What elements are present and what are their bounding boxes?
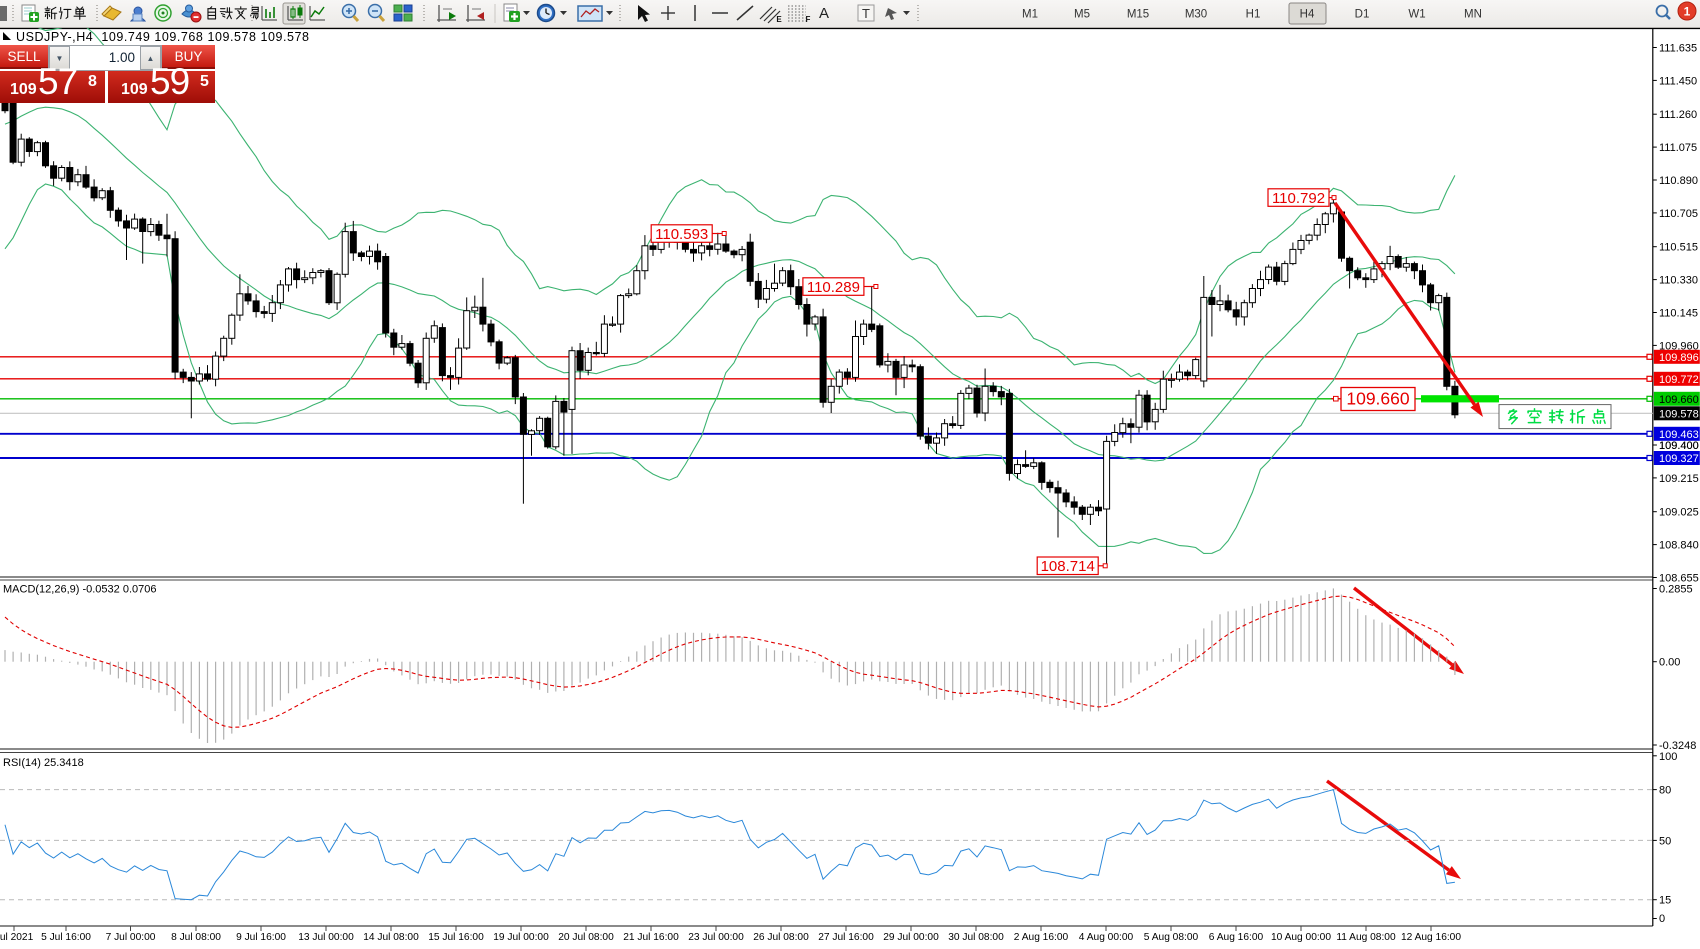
svg-text:5 Jul 16:00: 5 Jul 16:00 [41,932,91,943]
svg-text:D1: D1 [1355,9,1370,21]
svg-text:109.400: 109.400 [1659,440,1699,452]
svg-text:9 Jul 16:00: 9 Jul 16:00 [236,932,286,943]
svg-text:110.705: 110.705 [1659,208,1698,220]
svg-text:109.327: 109.327 [1659,453,1699,465]
svg-text:E: E [776,15,782,24]
svg-text:12 Aug 16:00: 12 Aug 16:00 [1401,932,1461,943]
svg-text:109.896: 109.896 [1659,352,1699,364]
svg-text:7 Jul 00:00: 7 Jul 00:00 [106,932,156,943]
svg-text:6 Aug 16:00: 6 Aug 16:00 [1209,932,1264,943]
svg-text:H4: H4 [1300,9,1315,21]
svg-text:110.515: 110.515 [1659,242,1698,254]
svg-text:111.075: 111.075 [1659,142,1697,154]
svg-text:108.840: 108.840 [1659,540,1699,552]
svg-text:19 Jul 00:00: 19 Jul 00:00 [493,932,549,943]
svg-text:23 Jul 00:00: 23 Jul 00:00 [688,932,744,943]
svg-text:109.772: 109.772 [1659,374,1699,386]
svg-text:29 Jul 00:00: 29 Jul 00:00 [883,932,939,943]
svg-text:20 Jul 08:00: 20 Jul 08:00 [558,932,614,943]
svg-text:50: 50 [1659,835,1671,847]
svg-text:M5: M5 [1074,9,1090,21]
svg-text:110.890: 110.890 [1659,175,1698,187]
svg-text:110.792: 110.792 [1272,190,1325,207]
svg-text:80: 80 [1659,785,1671,797]
svg-text:0: 0 [1659,913,1665,925]
svg-text:30 Jul 08:00: 30 Jul 08:00 [948,932,1004,943]
svg-text:2 Aug 16:00: 2 Aug 16:00 [1014,932,1069,943]
svg-text:8 Jul 08:00: 8 Jul 08:00 [171,932,221,943]
svg-text:Jul 2021: Jul 2021 [0,932,34,943]
svg-text:RSI(14) 25.3418: RSI(14) 25.3418 [3,757,84,769]
svg-text:109.025: 109.025 [1659,507,1699,519]
svg-text:0.00: 0.00 [1659,657,1680,669]
svg-text:H1: H1 [1246,9,1261,21]
svg-text:111.260: 111.260 [1659,109,1697,121]
svg-text:111.450: 111.450 [1659,75,1697,87]
svg-text:110.330: 110.330 [1659,275,1698,287]
svg-text:T: T [862,6,870,21]
svg-text:A: A [819,5,829,22]
svg-text:110.593: 110.593 [655,226,708,243]
svg-text:1: 1 [1684,5,1691,19]
svg-text:USDJPY-,H4 109.749 109.768 10: USDJPY-,H4 109.749 109.768 109.578 109.5… [16,30,310,44]
svg-text:100: 100 [1659,751,1677,763]
svg-text:109.578: 109.578 [1659,408,1699,420]
svg-text:5 Aug 08:00: 5 Aug 08:00 [1144,932,1199,943]
svg-text:110.289: 110.289 [807,279,860,296]
svg-text:M1: M1 [1022,9,1038,21]
svg-text:108.714: 108.714 [1041,558,1095,575]
svg-text:14 Jul 08:00: 14 Jul 08:00 [363,932,419,943]
svg-text:MN: MN [1464,9,1482,21]
svg-text:4 Aug 00:00: 4 Aug 00:00 [1079,932,1134,943]
svg-text:15: 15 [1659,895,1671,907]
svg-text:M15: M15 [1127,9,1149,21]
svg-text:0.2855: 0.2855 [1659,584,1693,596]
svg-text:109.660: 109.660 [1659,394,1699,406]
svg-text:11 Aug 08:00: 11 Aug 08:00 [1336,932,1396,943]
svg-text:26 Jul 08:00: 26 Jul 08:00 [753,932,809,943]
svg-text:109.463: 109.463 [1659,429,1699,441]
svg-text:13 Jul 00:00: 13 Jul 00:00 [298,932,354,943]
svg-text:M30: M30 [1185,9,1207,21]
svg-text:F: F [806,15,811,24]
svg-text:109.660: 109.660 [1346,389,1410,409]
svg-text:111.635: 111.635 [1659,43,1697,55]
svg-text:W1: W1 [1408,9,1425,21]
svg-text:109.215: 109.215 [1659,473,1699,485]
svg-text:MACD(12,26,9) -0.0532 0.0706: MACD(12,26,9) -0.0532 0.0706 [3,584,156,596]
svg-text:27 Jul 16:00: 27 Jul 16:00 [818,932,874,943]
svg-text:10 Aug 00:00: 10 Aug 00:00 [1271,932,1331,943]
svg-text:21 Jul 16:00: 21 Jul 16:00 [623,932,679,943]
svg-text:110.145: 110.145 [1659,308,1698,320]
svg-text:15 Jul 16:00: 15 Jul 16:00 [428,932,484,943]
